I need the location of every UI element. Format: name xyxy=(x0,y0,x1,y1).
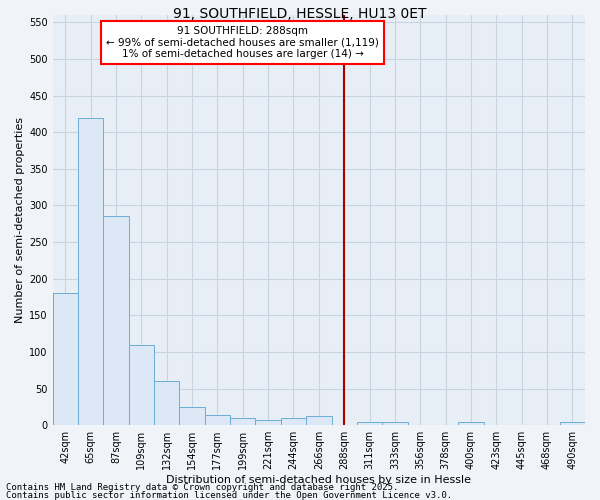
X-axis label: Distribution of semi-detached houses by size in Hessle: Distribution of semi-detached houses by … xyxy=(166,475,472,485)
Text: Contains public sector information licensed under the Open Government Licence v3: Contains public sector information licen… xyxy=(6,490,452,500)
Text: Contains HM Land Registry data © Crown copyright and database right 2025.: Contains HM Land Registry data © Crown c… xyxy=(6,484,398,492)
Bar xyxy=(230,418,256,425)
Bar xyxy=(103,216,129,425)
Bar xyxy=(179,407,205,425)
Y-axis label: Number of semi-detached properties: Number of semi-detached properties xyxy=(15,117,25,323)
Bar xyxy=(382,422,407,425)
Bar xyxy=(458,422,484,425)
Bar xyxy=(154,382,179,425)
Text: 91 SOUTHFIELD: 288sqm
← 99% of semi-detached houses are smaller (1,119)
1% of se: 91 SOUTHFIELD: 288sqm ← 99% of semi-deta… xyxy=(106,26,379,59)
Bar xyxy=(281,418,306,425)
Bar xyxy=(53,294,78,425)
Bar xyxy=(357,422,382,425)
Bar xyxy=(78,118,103,425)
Bar xyxy=(306,416,332,425)
Bar xyxy=(205,415,230,425)
Bar xyxy=(256,420,281,425)
Bar xyxy=(129,344,154,425)
Text: 91, SOUTHFIELD, HESSLE, HU13 0ET: 91, SOUTHFIELD, HESSLE, HU13 0ET xyxy=(173,8,427,22)
Bar xyxy=(560,422,585,425)
